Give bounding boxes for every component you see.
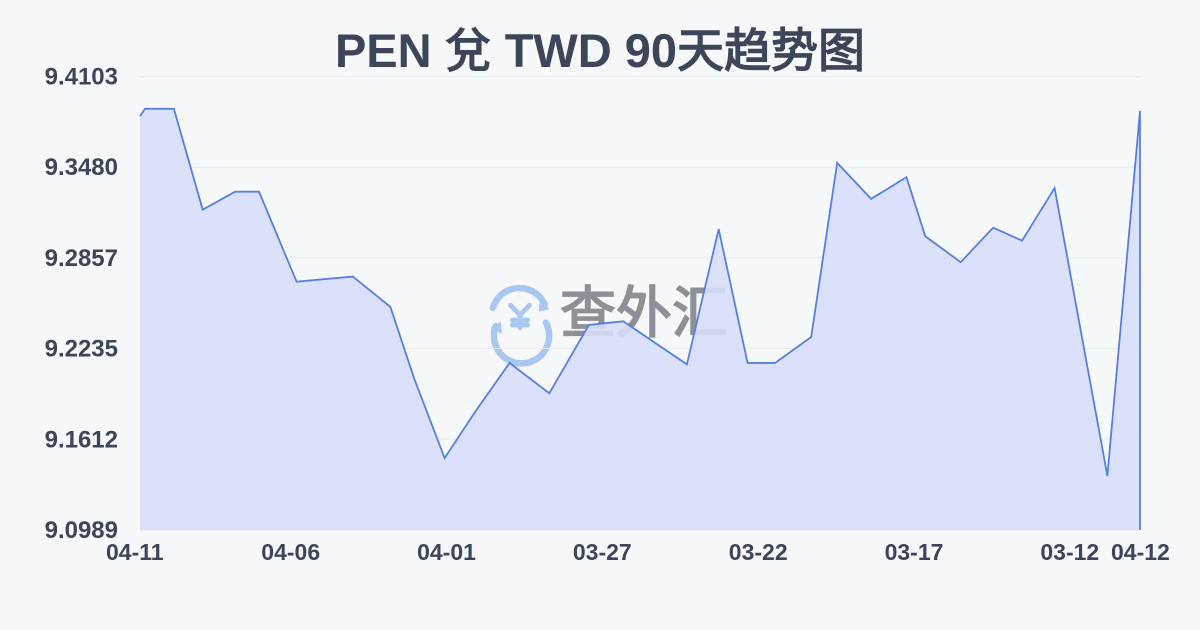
svg-text:9.2857: 9.2857: [45, 245, 118, 272]
svg-text:04-11: 04-11: [106, 539, 164, 565]
svg-text:04-12: 04-12: [1111, 539, 1170, 565]
svg-text:9.1612: 9.1612: [45, 426, 118, 453]
svg-text:04-06: 04-06: [261, 539, 320, 565]
svg-text:9.2235: 9.2235: [45, 336, 118, 363]
svg-text:03-27: 03-27: [573, 539, 632, 565]
svg-text:9.4103: 9.4103: [45, 64, 118, 91]
svg-text:04-01: 04-01: [417, 539, 476, 565]
svg-text:9.3480: 9.3480: [45, 154, 118, 181]
svg-text:03-22: 03-22: [729, 539, 788, 565]
svg-text:03-17: 03-17: [885, 539, 944, 565]
svg-text:03-12: 03-12: [1040, 539, 1099, 565]
